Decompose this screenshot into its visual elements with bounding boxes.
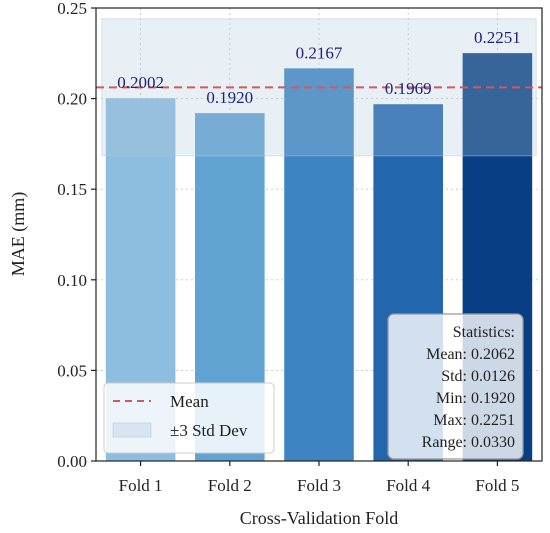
x-tick-label-2: Fold 2 bbox=[208, 476, 252, 495]
stats-line-min: Min: 0.1920 bbox=[436, 390, 515, 407]
y-tick-label-4: 0.20 bbox=[57, 90, 87, 109]
value-label-3: 0.2167 bbox=[296, 43, 343, 62]
value-label-5: 0.2251 bbox=[474, 28, 521, 47]
value-label-2: 0.1920 bbox=[206, 88, 253, 107]
x-tick-label-3: Fold 3 bbox=[297, 476, 341, 495]
statistics-box: Statistics: Mean: 0.2062 Std: 0.0126 Min… bbox=[387, 313, 524, 460]
x-ticks: Fold 1 Fold 2 Fold 3 Fold 4 Fold 5 bbox=[119, 461, 519, 495]
stats-line-max: Max: 0.2251 bbox=[433, 412, 515, 429]
stats-line-std: Std: 0.0126 bbox=[441, 368, 515, 385]
legend-band-swatch bbox=[112, 422, 152, 438]
x-axis-label: Cross-Validation Fold bbox=[240, 508, 399, 528]
stats-line-range: Range: 0.0330 bbox=[422, 434, 515, 451]
stats-line-mean: Mean: 0.2062 bbox=[426, 346, 515, 363]
legend-mean-label: Mean bbox=[170, 392, 209, 411]
statistics-box-frame bbox=[387, 313, 524, 460]
value-label-1: 0.2002 bbox=[117, 73, 164, 92]
x-tick-label-5: Fold 5 bbox=[475, 476, 519, 495]
x-tick-label-1: Fold 1 bbox=[119, 476, 163, 495]
y-tick-label-1: 0.05 bbox=[57, 361, 87, 380]
y-ticks: 0.00 0.05 0.10 0.15 0.20 0.25 bbox=[57, 0, 96, 471]
legend: Mean ±3 Std Dev bbox=[103, 382, 275, 454]
stats-line-title: Statistics: bbox=[453, 324, 515, 341]
legend-band-label: ±3 Std Dev bbox=[170, 421, 248, 440]
y-axis-label: MAE (mm) bbox=[8, 192, 29, 277]
y-tick-label-3: 0.15 bbox=[57, 180, 87, 199]
y-tick-label-2: 0.10 bbox=[57, 271, 87, 290]
value-labels: 0.2002 0.1920 0.2167 0.1969 0.2251 bbox=[117, 28, 521, 107]
y-tick-label-5: 0.25 bbox=[57, 0, 87, 18]
value-label-4: 0.1969 bbox=[385, 79, 432, 98]
bar-fold-3 bbox=[284, 68, 354, 461]
legend-box bbox=[103, 382, 275, 454]
x-tick-label-4: Fold 4 bbox=[386, 476, 430, 495]
y-tick-label-0: 0.00 bbox=[57, 452, 87, 471]
